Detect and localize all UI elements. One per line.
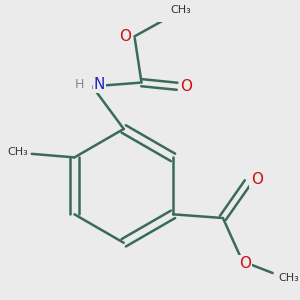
Text: CH₃: CH₃: [7, 147, 28, 157]
Text: O: O: [180, 79, 192, 94]
Text: O: O: [239, 256, 251, 271]
Text: CH₃: CH₃: [278, 273, 299, 283]
Text: N: N: [94, 77, 105, 92]
Text: CH₃: CH₃: [170, 5, 191, 15]
Text: O: O: [250, 172, 262, 187]
Text: H: H: [75, 78, 84, 91]
Text: O: O: [119, 29, 131, 44]
